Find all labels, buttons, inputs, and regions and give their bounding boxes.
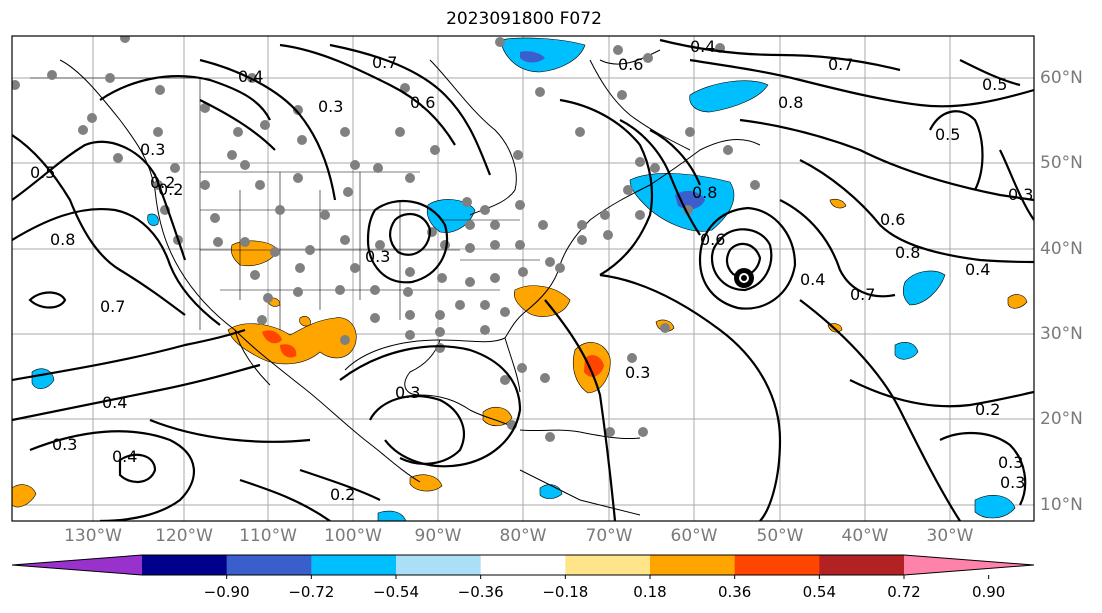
contour-label: 0.8 bbox=[692, 183, 717, 202]
map-frame bbox=[11, 35, 1035, 522]
colorbar-segment bbox=[819, 555, 905, 575]
lon-label-110w: 110°W bbox=[239, 526, 297, 546]
contour-label: 0.3 bbox=[625, 363, 650, 382]
lon-label-70w: 70°W bbox=[585, 526, 633, 546]
contour-label: 0.4 bbox=[690, 37, 715, 56]
colorbar-segment bbox=[650, 555, 736, 575]
contour-label: 0.8 bbox=[895, 243, 920, 262]
lon-label-80w: 80°W bbox=[499, 526, 547, 546]
contour-labels: 0.7 0.4 0.5 0.6 0.8 0.3 0.2 0.7 0.4 0.3 … bbox=[30, 37, 1033, 504]
lat-label-50n: 50°N bbox=[1040, 153, 1083, 173]
lon-label-130w: 130°W bbox=[64, 526, 122, 546]
colorbar-tick-label: 0.90 bbox=[971, 583, 1006, 601]
colorbar-tick-label: −0.36 bbox=[457, 583, 504, 601]
contour-label: 0.3 bbox=[1000, 473, 1025, 492]
contour-label: 0.7 bbox=[828, 55, 853, 74]
contour-lines bbox=[12, 38, 1034, 521]
colorbar-tick-label: 0.18 bbox=[633, 583, 667, 601]
lon-label-100w: 100°W bbox=[324, 526, 382, 546]
contour-label: 0.7 bbox=[372, 53, 397, 72]
colorbar-tick-label: −0.72 bbox=[288, 583, 335, 601]
positive-shading-strong bbox=[262, 330, 604, 377]
contour-label: 0.2 bbox=[975, 400, 1000, 419]
lat-label-30n: 30°N bbox=[1040, 324, 1083, 344]
lon-label-40w: 40°W bbox=[841, 526, 889, 546]
contour-label: 0.4 bbox=[112, 447, 137, 466]
lat-label-10n: 10°N bbox=[1040, 495, 1083, 515]
contour-label: 0.8 bbox=[778, 93, 803, 112]
colorbar bbox=[11, 554, 1035, 579]
contour-label: 0.2 bbox=[330, 485, 355, 504]
lat-label-40n: 40°N bbox=[1040, 239, 1083, 259]
colorbar-extend-high bbox=[904, 555, 1034, 575]
colorbar-tick-label: 0.72 bbox=[887, 583, 921, 601]
contour-label: 0.5 bbox=[30, 163, 55, 182]
contour-label: 0.3 bbox=[52, 435, 77, 454]
contour-label: 0.4 bbox=[238, 67, 263, 86]
colorbar-tick-label: −0.54 bbox=[373, 583, 419, 601]
lat-label-20n: 20°N bbox=[1040, 409, 1083, 429]
lon-label-50w: 50°W bbox=[756, 526, 804, 546]
contour-label: 0.5 bbox=[935, 125, 960, 144]
contour-label: 0.3 bbox=[365, 247, 390, 266]
colorbar-segment bbox=[480, 555, 566, 575]
lon-label-120w: 120°W bbox=[155, 526, 213, 546]
contour-label: 0.7 bbox=[100, 297, 125, 316]
colorbar-tick-label: 0.54 bbox=[802, 583, 837, 601]
colorbar-tick-label: 0.36 bbox=[717, 583, 752, 601]
lon-label-90w: 90°W bbox=[414, 526, 462, 546]
lon-label-30w: 30°W bbox=[926, 526, 974, 546]
contour-label: 0.4 bbox=[102, 393, 127, 412]
storm-center bbox=[734, 268, 754, 288]
contour-label: 0.8 bbox=[50, 230, 75, 249]
lat-label-60n: 60°N bbox=[1040, 68, 1083, 88]
contour-label: 0.3 bbox=[318, 97, 343, 116]
contour-label: 0.2 bbox=[150, 173, 175, 192]
plot-title: 2023091800 F072 bbox=[446, 9, 602, 29]
contour-label: 0.6 bbox=[700, 230, 725, 249]
colorbar-segment bbox=[734, 555, 820, 575]
colorbar-tick-label: −0.18 bbox=[542, 583, 589, 601]
station-markers bbox=[12, 36, 760, 442]
colorbar-outline bbox=[11, 554, 1035, 576]
contour-label: 0.4 bbox=[800, 270, 825, 289]
colorbar-tick-label: −0.90 bbox=[203, 583, 250, 601]
contour-label: 0.3 bbox=[395, 383, 420, 402]
colorbar-segment bbox=[396, 555, 482, 575]
lon-label-60w: 60°W bbox=[670, 526, 718, 546]
contour-label: 0.7 bbox=[850, 285, 875, 304]
contour-label: 0.2 bbox=[158, 180, 183, 199]
contour-label: 0.6 bbox=[618, 55, 643, 74]
contour-label: 0.3 bbox=[140, 140, 165, 159]
contour-label: 0.6 bbox=[410, 93, 435, 112]
colorbar-segment bbox=[142, 555, 228, 575]
contour-label: 0.6 bbox=[880, 210, 905, 229]
colorbar-segment bbox=[311, 555, 397, 575]
contour-label: 0.3 bbox=[998, 453, 1023, 472]
colorbar-segment bbox=[565, 555, 651, 575]
contour-label: 0.5 bbox=[982, 75, 1007, 94]
contour-label: 0.3 bbox=[1008, 185, 1033, 204]
contour-label: 0.4 bbox=[965, 260, 990, 279]
colorbar-segment bbox=[226, 555, 312, 575]
colorbar-extend-low bbox=[12, 555, 142, 575]
